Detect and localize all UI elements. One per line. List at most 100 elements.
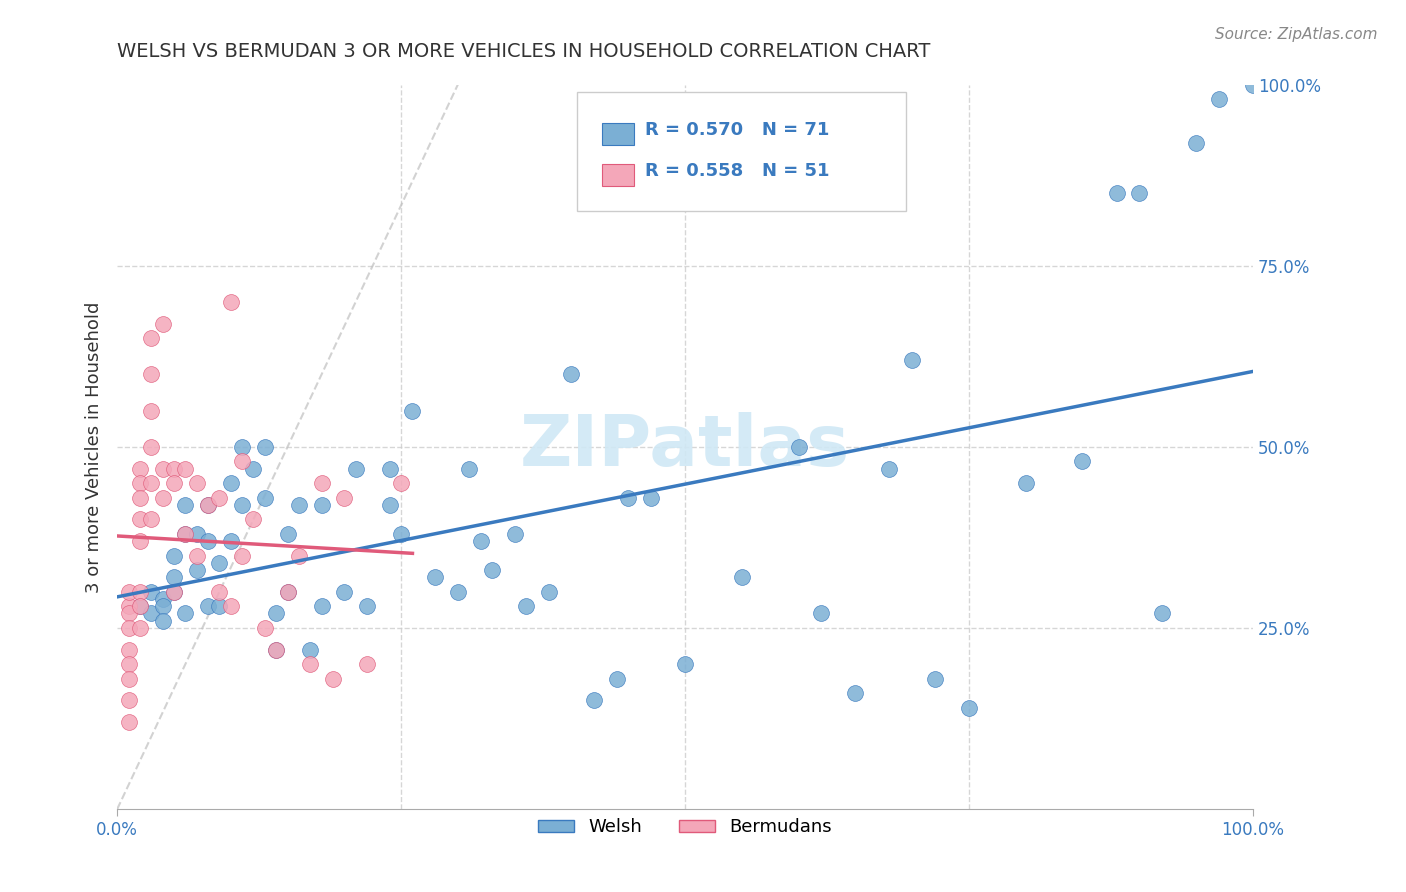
FancyBboxPatch shape (576, 92, 907, 211)
Point (378, 498, 401, 512)
Point (333, 584, 356, 599)
Point (152, 491, 174, 505)
Point (231, 549, 253, 563)
Text: Source: ZipAtlas.com: Source: ZipAtlas.com (1215, 27, 1378, 42)
Text: R = 0.558   N = 51: R = 0.558 N = 51 (645, 162, 830, 180)
Point (219, 534, 242, 549)
Point (231, 498, 253, 512)
Point (640, 491, 662, 505)
Point (1241, 78, 1264, 92)
Point (583, 693, 606, 707)
Point (242, 512, 264, 526)
Point (503, 526, 526, 541)
Point (787, 440, 810, 454)
Point (356, 599, 378, 614)
Point (186, 549, 208, 563)
Point (163, 461, 186, 475)
Point (844, 686, 866, 700)
Point (117, 584, 139, 599)
Point (277, 526, 299, 541)
Point (389, 476, 412, 491)
Point (129, 512, 152, 526)
Point (537, 584, 560, 599)
Point (163, 549, 186, 563)
Point (174, 607, 197, 621)
Point (264, 642, 287, 657)
Point (277, 584, 299, 599)
Point (264, 607, 287, 621)
Point (163, 570, 186, 584)
Point (152, 592, 174, 607)
Point (673, 657, 696, 672)
Point (470, 534, 492, 549)
Point (141, 440, 163, 454)
Point (1105, 186, 1128, 201)
Point (129, 534, 152, 549)
Point (117, 621, 139, 635)
Point (447, 584, 470, 599)
Point (117, 672, 139, 686)
Text: WELSH VS BERMUDAN 3 OR MORE VEHICLES IN HOUSEHOLD CORRELATION CHART: WELSH VS BERMUDAN 3 OR MORE VEHICLES IN … (117, 42, 931, 61)
Point (231, 454, 253, 468)
FancyBboxPatch shape (602, 123, 634, 145)
Point (253, 621, 276, 635)
Point (174, 526, 197, 541)
Point (186, 563, 208, 577)
Point (163, 584, 186, 599)
Point (117, 657, 139, 672)
Point (208, 584, 231, 599)
Point (389, 526, 412, 541)
Point (560, 368, 582, 382)
Point (129, 491, 152, 505)
Point (311, 476, 333, 491)
Point (1128, 186, 1150, 201)
Point (197, 534, 219, 549)
Point (481, 563, 503, 577)
Point (311, 498, 333, 512)
Point (879, 461, 901, 475)
Point (1150, 607, 1173, 621)
Point (208, 556, 231, 570)
Point (311, 599, 333, 614)
Point (924, 672, 946, 686)
Point (186, 476, 208, 491)
Legend: Welsh, Bermudans: Welsh, Bermudans (531, 811, 839, 844)
Point (152, 599, 174, 614)
Point (197, 498, 219, 512)
Text: ZIPatlas: ZIPatlas (520, 412, 851, 482)
Point (322, 672, 344, 686)
Point (356, 657, 378, 672)
Point (606, 672, 628, 686)
Point (425, 570, 447, 584)
Point (1071, 454, 1094, 468)
Point (242, 461, 264, 475)
Point (1015, 476, 1038, 491)
Point (163, 476, 186, 491)
Point (1208, 92, 1230, 106)
Point (515, 599, 537, 614)
Point (378, 461, 401, 475)
Point (810, 607, 832, 621)
Point (117, 693, 139, 707)
Point (219, 476, 242, 491)
Y-axis label: 3 or more Vehicles in Household: 3 or more Vehicles in Household (86, 301, 103, 592)
Point (731, 570, 754, 584)
Point (186, 526, 208, 541)
Point (197, 599, 219, 614)
Point (333, 491, 356, 505)
Point (219, 294, 242, 309)
Point (458, 461, 481, 475)
Point (401, 403, 423, 417)
Point (957, 700, 980, 714)
Point (141, 368, 163, 382)
Point (277, 584, 299, 599)
Point (129, 599, 152, 614)
Point (288, 549, 311, 563)
Point (197, 498, 219, 512)
Point (117, 599, 139, 614)
FancyBboxPatch shape (602, 164, 634, 186)
Point (141, 403, 163, 417)
Point (141, 512, 163, 526)
Point (152, 317, 174, 331)
Point (117, 607, 139, 621)
